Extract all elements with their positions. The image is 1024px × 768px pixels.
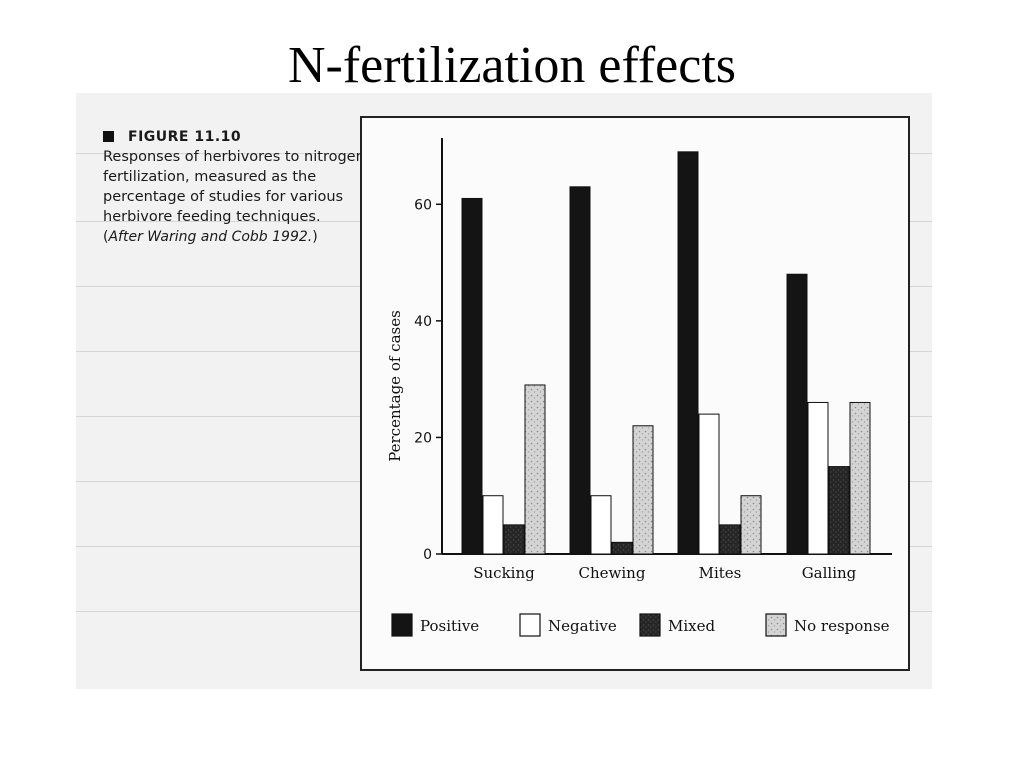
legend-label: Positive <box>420 617 479 635</box>
bar-negative-sucking <box>482 495 504 555</box>
category-label: Chewing <box>579 564 646 582</box>
y-tick-label: 40 <box>414 314 432 330</box>
bars <box>461 151 871 555</box>
category-label: Mites <box>699 564 742 582</box>
bar-negative-mites <box>698 413 720 555</box>
legend-swatch-negative <box>519 613 541 637</box>
y-tick-label: 0 <box>423 547 432 563</box>
category-label: Galling <box>802 564 857 582</box>
y-tick-label: 60 <box>414 197 432 213</box>
bar-positive-galling <box>786 273 808 555</box>
bar-mixed-chewing <box>611 541 633 555</box>
figure-label-text: FIGURE 11.10 <box>128 129 242 145</box>
bar-chart: 0 20 40 60 Percentage of cases Sucking Chewing… <box>386 138 892 637</box>
y-tick-label: 20 <box>414 430 432 446</box>
bar-positive-sucking <box>461 197 483 555</box>
bar-mixed-mites <box>719 524 741 555</box>
credit-source: After Waring and Cobb 1992. <box>108 229 313 245</box>
legend-swatch-no-response <box>765 613 787 637</box>
square-bullet-icon <box>103 131 114 142</box>
category-label: Sucking <box>473 564 535 582</box>
scanned-figure: FIGURE 11.10 Responses of herbivores to … <box>76 93 932 689</box>
bar-positive-chewing <box>569 186 591 555</box>
legend-swatch-positive <box>391 613 413 637</box>
bar-no-response-mites <box>740 495 762 555</box>
legend-label: Negative <box>548 617 617 635</box>
labels: 0 20 40 60 Percentage of cases Sucking Chewing… <box>386 197 857 582</box>
bar-mixed-sucking <box>503 524 525 555</box>
bar-negative-galling <box>807 401 829 555</box>
credit-open: ( <box>103 229 109 245</box>
bar-no-response-sucking <box>524 384 546 555</box>
bar-mixed-galling <box>828 466 850 555</box>
credit-close: ) <box>312 229 318 245</box>
figure-credit: (After Waring and Cobb 1992.) <box>103 227 373 247</box>
figure-caption-block: FIGURE 11.10 Responses of herbivores to … <box>103 127 373 247</box>
chart-frame: 0 20 40 60 Percentage of cases Sucking Chewing… <box>360 116 910 671</box>
figure-label: FIGURE 11.10 <box>103 127 373 147</box>
legend: Positive Negative Mixed No response <box>391 613 890 637</box>
bar-no-response-galling <box>849 401 871 555</box>
legend-label: No response <box>794 617 890 635</box>
figure-caption: Responses of herbivores to nitrogen fert… <box>103 149 365 225</box>
bar-positive-mites <box>677 151 699 555</box>
legend-label: Mixed <box>668 617 715 635</box>
legend-swatch-mixed <box>639 613 661 637</box>
slide-title: N-fertilization effects <box>287 37 737 94</box>
y-axis-label: Percentage of cases <box>386 310 404 462</box>
bar-negative-chewing <box>590 495 612 555</box>
bar-no-response-chewing <box>632 425 654 555</box>
